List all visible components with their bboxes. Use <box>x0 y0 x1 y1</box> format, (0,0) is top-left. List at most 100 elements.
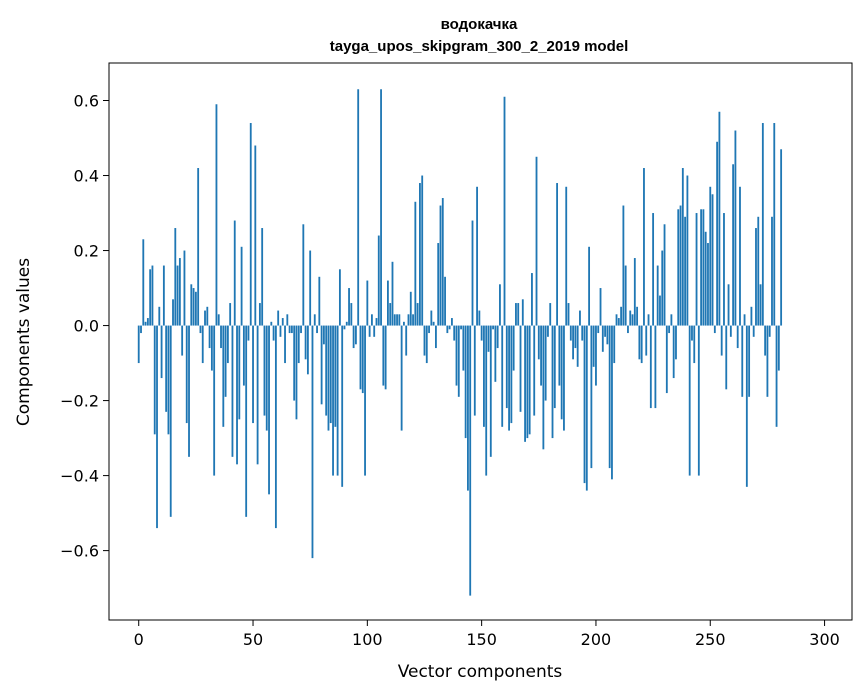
bar <box>290 325 293 334</box>
bar <box>204 310 206 326</box>
bar <box>670 314 673 326</box>
bar <box>478 310 481 326</box>
bar <box>320 325 323 405</box>
bar <box>656 265 659 326</box>
bar <box>720 325 723 356</box>
bar <box>231 325 234 457</box>
bar <box>681 168 684 326</box>
bar <box>691 325 693 341</box>
bar <box>606 325 609 345</box>
bar <box>432 321 435 326</box>
bar <box>711 194 714 326</box>
bar <box>373 325 376 337</box>
bar <box>476 186 478 326</box>
bar <box>279 325 282 337</box>
bar <box>402 321 405 326</box>
bar <box>274 325 277 529</box>
x-tick-label: 100 <box>352 630 383 649</box>
bar <box>441 198 444 326</box>
bar <box>585 325 588 491</box>
bar <box>197 168 200 326</box>
bar <box>140 325 142 334</box>
bar <box>496 325 499 349</box>
bar <box>473 325 476 416</box>
bar <box>265 325 268 431</box>
bar <box>542 325 545 450</box>
bar <box>338 269 341 326</box>
bar <box>494 325 497 382</box>
bar <box>416 303 419 326</box>
bar <box>592 325 595 367</box>
bar <box>272 325 275 341</box>
bar <box>336 325 339 476</box>
bar <box>300 325 302 334</box>
bar <box>736 325 739 349</box>
bar <box>622 205 625 326</box>
bar <box>652 213 655 326</box>
bar <box>572 325 575 360</box>
bar <box>325 325 328 416</box>
bar <box>741 325 744 397</box>
bar <box>615 314 618 326</box>
x-tick-label: 200 <box>581 630 612 649</box>
bar <box>377 235 380 326</box>
bar <box>316 325 318 334</box>
bar <box>190 284 193 326</box>
bar <box>446 325 449 334</box>
bar <box>183 250 186 326</box>
bar <box>370 314 373 326</box>
bar <box>350 303 353 326</box>
bar <box>364 325 366 476</box>
bar <box>613 325 616 364</box>
bar <box>750 306 753 326</box>
bar <box>583 325 586 484</box>
y-axis-label: Components values <box>14 258 34 426</box>
bar <box>649 325 652 409</box>
bar <box>425 325 428 364</box>
bar <box>284 325 286 364</box>
bar <box>663 224 666 326</box>
y-tick-label: 0.0 <box>74 317 99 336</box>
bar <box>327 325 330 431</box>
bar <box>256 325 259 465</box>
x-axis-ticks: 0 50 100 150 200 250 300 <box>134 620 840 649</box>
bar <box>430 310 433 326</box>
bar <box>210 325 213 371</box>
bar <box>343 325 346 330</box>
chart-subtitle: tayga_upos_skipgram_300_2_2019 model <box>330 38 629 55</box>
bar <box>242 325 245 386</box>
bar <box>258 303 261 326</box>
bar <box>643 168 645 326</box>
x-tick-label: 300 <box>809 630 840 649</box>
bar <box>137 325 140 364</box>
bar <box>245 325 248 517</box>
bar <box>386 280 389 326</box>
bar <box>759 284 762 326</box>
bar <box>384 325 387 390</box>
bar <box>311 325 314 559</box>
bar <box>206 306 209 326</box>
bar <box>233 220 236 326</box>
bar <box>688 325 691 476</box>
bar <box>400 325 403 431</box>
bar <box>144 321 147 326</box>
bar <box>517 303 520 326</box>
bar <box>535 156 538 326</box>
bar <box>380 89 382 326</box>
bar <box>414 201 417 326</box>
bar <box>297 325 300 364</box>
bar <box>743 314 746 326</box>
bar <box>531 273 533 326</box>
bar <box>560 325 563 420</box>
bar <box>366 280 369 326</box>
bar <box>389 303 392 326</box>
bar <box>236 325 238 465</box>
bar <box>702 209 705 326</box>
x-tick-label: 0 <box>134 630 144 649</box>
bar <box>576 325 579 367</box>
bar <box>448 325 451 330</box>
bar <box>345 321 348 326</box>
bar <box>633 258 636 326</box>
bar <box>569 325 572 341</box>
y-tick-label: −0.4 <box>60 467 99 486</box>
